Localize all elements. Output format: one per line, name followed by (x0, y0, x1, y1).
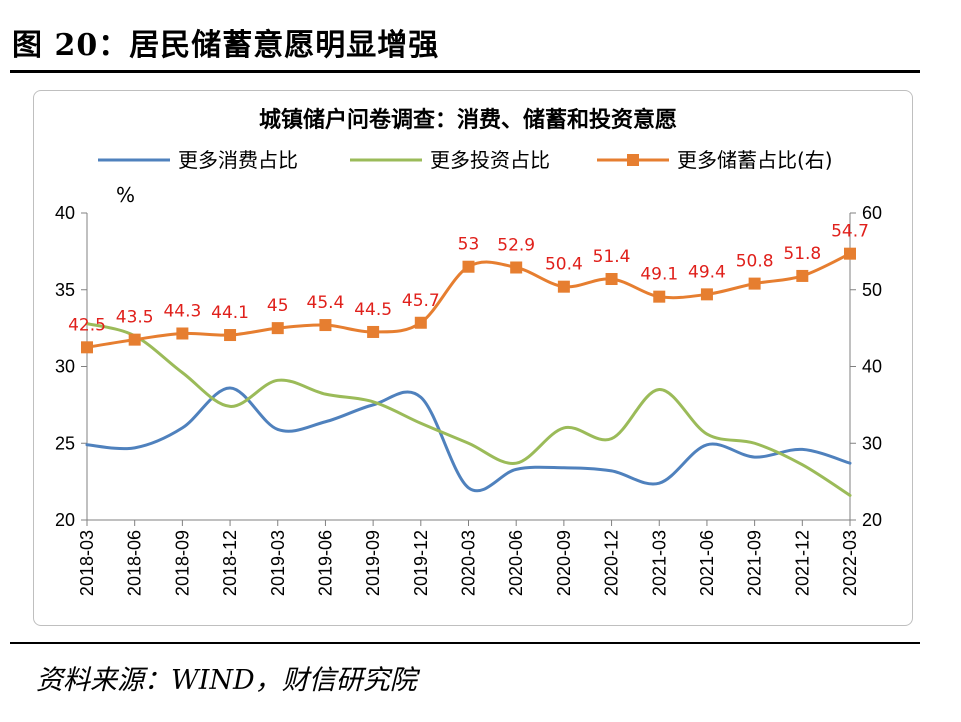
series-point-3 (605, 273, 618, 286)
x-tick-label: 2021-12 (792, 530, 812, 596)
data-label: 54.7 (831, 222, 869, 242)
series-line-1 (85, 386, 852, 493)
series-point-3 (510, 261, 523, 274)
data-label: 44.1 (211, 303, 249, 323)
top-rule (10, 70, 920, 73)
legend-label-1: 更多消费占比 (178, 148, 298, 172)
x-tick-label: 2018-12 (220, 530, 240, 596)
x-tick-label: 2022-03 (840, 530, 860, 596)
x-tick-label: 2019-09 (363, 530, 383, 596)
x-tick-label: 2018-09 (172, 530, 192, 596)
data-label: 50.8 (736, 252, 774, 272)
x-tick-label: 2018-03 (77, 530, 97, 596)
chart-frame (33, 90, 913, 626)
legend: 更多消费占比 更多投资占比 更多储蓄占比(右) (98, 148, 833, 172)
figure-title: 图 20：居民储蓄意愿明显增强 (12, 28, 440, 63)
data-label: 43.5 (116, 308, 154, 328)
data-label: 49.1 (640, 265, 678, 285)
x-tick-label: 2018-06 (125, 530, 145, 596)
right-tick-label: 40 (862, 357, 882, 377)
series-point-3 (653, 290, 666, 303)
series-point-3 (128, 333, 141, 346)
data-label: 52.9 (497, 235, 535, 255)
data-label: 51.8 (783, 244, 821, 264)
data-label: 45 (267, 296, 289, 316)
data-label: 44.5 (354, 300, 392, 320)
data-label: 49.4 (688, 262, 726, 282)
x-tick-label: 2021-03 (649, 530, 669, 596)
axes: 20 25 30 35 40 20 30 40 50 60 2018-03 2018-06 2018-0… (55, 203, 882, 596)
x-tick-label: 2019-03 (268, 530, 288, 596)
data-label: 42.5 (68, 315, 106, 335)
legend-label-2: 更多投资占比 (430, 148, 550, 172)
left-axis-unit: % (116, 183, 135, 207)
right-tick-label: 20 (862, 510, 882, 530)
right-tick-label: 60 (862, 203, 882, 223)
left-tick-label: 25 (55, 433, 75, 453)
series-point-3 (557, 280, 570, 293)
x-tick-label: 2021-06 (697, 530, 717, 596)
series-point-3 (81, 341, 93, 354)
legend-marker-3 (627, 154, 639, 166)
right-tick-label: 50 (862, 280, 882, 300)
data-label: 45.4 (307, 293, 345, 313)
chart-title: 城镇储户问卷调查：消费、储蓄和投资意愿 (259, 107, 677, 133)
left-tick-label: 40 (55, 203, 75, 223)
x-tick-label: 2020-06 (506, 530, 526, 596)
series-point-3 (367, 325, 380, 338)
series-point-3 (414, 316, 427, 329)
series-layer (81, 247, 856, 497)
series-point-3 (844, 247, 856, 260)
right-tick-label: 30 (862, 433, 882, 453)
data-label: 50.4 (545, 255, 583, 275)
bottom-rule (10, 642, 920, 644)
series-point-3 (796, 269, 809, 282)
x-tick-label: 2020-12 (602, 530, 622, 596)
series-point-3 (176, 327, 189, 340)
series-point-3 (700, 288, 713, 301)
data-label: 45.7 (402, 291, 440, 311)
series-point-3 (748, 277, 761, 290)
series-point-3 (462, 260, 475, 273)
data-label: 51.4 (593, 247, 631, 267)
source-note: 资料来源：WIND，财信研究院 (36, 665, 417, 696)
x-tick-label: 2019-06 (315, 530, 335, 596)
series-point-3 (271, 322, 284, 335)
x-tick-label: 2020-03 (459, 530, 479, 596)
x-tick-label: 2020-09 (554, 530, 574, 596)
data-labels: 42.5 43.5 44.3 44.1 45 45.4 44.5 45.7 53 52.9 50.4… (68, 222, 869, 336)
series-line-2 (85, 322, 852, 497)
left-tick-label: 30 (55, 357, 75, 377)
x-tick-label: 2021-09 (745, 530, 765, 596)
data-label: 44.3 (163, 301, 201, 321)
x-tick-label: 2019-12 (411, 530, 431, 596)
series-point-3 (224, 329, 237, 342)
series-point-3 (319, 319, 332, 332)
left-tick-label: 20 (55, 510, 75, 530)
legend-label-3: 更多储蓄占比(右) (677, 148, 833, 172)
left-tick-label: 35 (55, 280, 75, 300)
data-label: 53 (458, 235, 480, 255)
